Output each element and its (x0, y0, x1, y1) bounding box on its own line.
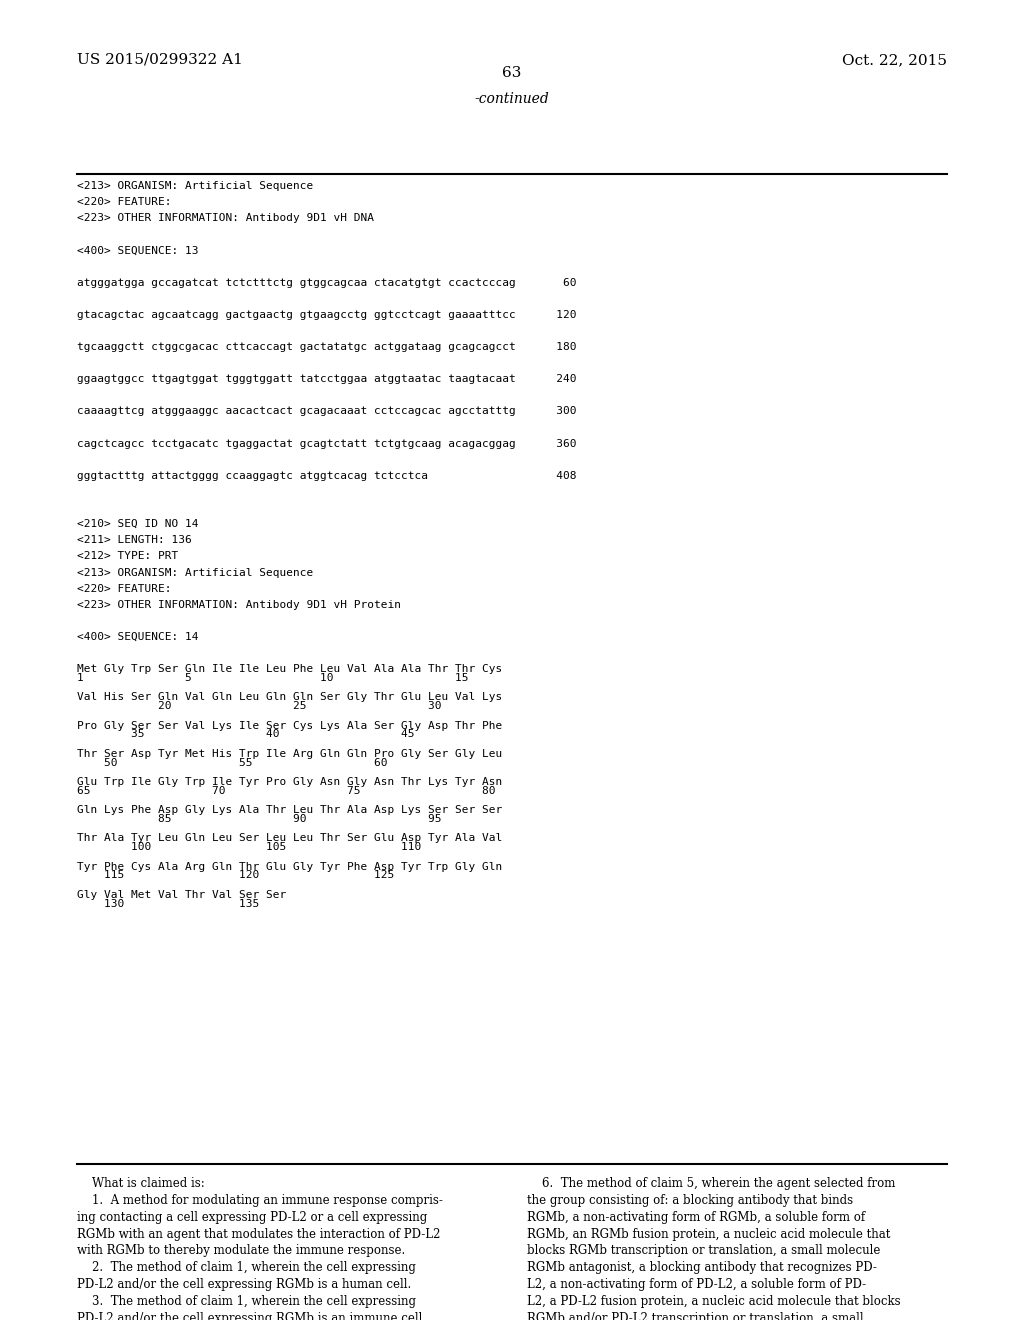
Text: RGMb antagonist, a blocking antibody that recognizes PD-: RGMb antagonist, a blocking antibody tha… (527, 1261, 878, 1274)
Text: Val His Ser Gln Val Gln Leu Gln Gln Ser Gly Thr Glu Leu Val Lys: Val His Ser Gln Val Gln Leu Gln Gln Ser … (77, 693, 502, 702)
Text: 130                 135: 130 135 (77, 899, 259, 908)
Text: 1               5                   10                  15: 1 5 10 15 (77, 673, 468, 682)
Text: 50                  55                  60: 50 55 60 (77, 758, 387, 768)
Text: Tyr Phe Cys Ala Arg Gln Thr Glu Gly Tyr Phe Asp Tyr Trp Gly Gln: Tyr Phe Cys Ala Arg Gln Thr Glu Gly Tyr … (77, 862, 502, 871)
Text: <400> SEQUENCE: 14: <400> SEQUENCE: 14 (77, 632, 199, 642)
Text: ggaagtggcc ttgagtggat tgggtggatt tatcctggaa atggtaatac taagtacaat      240: ggaagtggcc ttgagtggat tgggtggatt tatcctg… (77, 374, 577, 384)
Text: -continued: -continued (475, 92, 549, 107)
Text: US 2015/0299322 A1: US 2015/0299322 A1 (77, 53, 243, 67)
Text: <212> TYPE: PRT: <212> TYPE: PRT (77, 552, 178, 561)
Text: 1.  A method for modulating an immune response compris-: 1. A method for modulating an immune res… (77, 1195, 442, 1208)
Text: 3.  The method of claim 1, wherein the cell expressing: 3. The method of claim 1, wherein the ce… (77, 1295, 416, 1308)
Text: the group consisting of: a blocking antibody that binds: the group consisting of: a blocking anti… (527, 1195, 853, 1208)
Text: L2, a non-activating form of PD-L2, a soluble form of PD-: L2, a non-activating form of PD-L2, a so… (527, 1278, 866, 1291)
Text: with RGMb to thereby modulate the immune response.: with RGMb to thereby modulate the immune… (77, 1245, 406, 1258)
Text: blocks RGMb transcription or translation, a small molecule: blocks RGMb transcription or translation… (527, 1245, 881, 1258)
Text: caaaagttcg atgggaaggc aacactcact gcagacaaat cctccagcac agcctatttg      300: caaaagttcg atgggaaggc aacactcact gcagaca… (77, 407, 577, 416)
Text: L2, a PD-L2 fusion protein, a nucleic acid molecule that blocks: L2, a PD-L2 fusion protein, a nucleic ac… (527, 1295, 901, 1308)
Text: <400> SEQUENCE: 13: <400> SEQUENCE: 13 (77, 246, 199, 255)
Text: Gln Lys Phe Asp Gly Lys Ala Thr Leu Thr Ala Asp Lys Ser Ser Ser: Gln Lys Phe Asp Gly Lys Ala Thr Leu Thr … (77, 805, 502, 816)
Text: Thr Ala Tyr Leu Gln Leu Ser Leu Leu Thr Ser Glu Asp Tyr Ala Val: Thr Ala Tyr Leu Gln Leu Ser Leu Leu Thr … (77, 833, 502, 843)
Text: <220> FEATURE:: <220> FEATURE: (77, 583, 171, 594)
Text: RGMb, an RGMb fusion protein, a nucleic acid molecule that: RGMb, an RGMb fusion protein, a nucleic … (527, 1228, 891, 1241)
Text: Glu Trp Ile Gly Trp Ile Tyr Pro Gly Asn Gly Asn Thr Lys Tyr Asn: Glu Trp Ile Gly Trp Ile Tyr Pro Gly Asn … (77, 777, 502, 787)
Text: 20                  25                  30: 20 25 30 (77, 701, 441, 711)
Text: RGMb with an agent that modulates the interaction of PD-L2: RGMb with an agent that modulates the in… (77, 1228, 440, 1241)
Text: tgcaaggctt ctggcgacac cttcaccagt gactatatgc actggataag gcagcagcct      180: tgcaaggctt ctggcgacac cttcaccagt gactata… (77, 342, 577, 352)
Text: 6.  The method of claim 5, wherein the agent selected from: 6. The method of claim 5, wherein the ag… (527, 1177, 896, 1191)
Text: 63: 63 (503, 66, 521, 81)
Text: 35                  40                  45: 35 40 45 (77, 730, 415, 739)
Text: RGMb and/or PD-L2 transcription or translation, a small: RGMb and/or PD-L2 transcription or trans… (527, 1312, 864, 1320)
Text: Met Gly Trp Ser Gln Ile Ile Leu Phe Leu Val Ala Ala Thr Thr Cys: Met Gly Trp Ser Gln Ile Ile Leu Phe Leu … (77, 664, 502, 675)
Text: Pro Gly Ser Ser Val Lys Ile Ser Cys Lys Ala Ser Gly Asp Thr Phe: Pro Gly Ser Ser Val Lys Ile Ser Cys Lys … (77, 721, 502, 730)
Text: 85                  90                  95: 85 90 95 (77, 814, 441, 824)
Text: Thr Ser Asp Tyr Met His Trp Ile Arg Gln Gln Pro Gly Ser Gly Leu: Thr Ser Asp Tyr Met His Trp Ile Arg Gln … (77, 748, 502, 759)
Text: 2.  The method of claim 1, wherein the cell expressing: 2. The method of claim 1, wherein the ce… (77, 1261, 416, 1274)
Text: 115                 120                 125: 115 120 125 (77, 870, 394, 880)
Text: cagctcagcc tcctgacatc tgaggactat gcagtctatt tctgtgcaag acagacggag      360: cagctcagcc tcctgacatc tgaggactat gcagtct… (77, 438, 577, 449)
Text: PD-L2 and/or the cell expressing RGMb is a human cell.: PD-L2 and/or the cell expressing RGMb is… (77, 1278, 411, 1291)
Text: <213> ORGANISM: Artificial Sequence: <213> ORGANISM: Artificial Sequence (77, 181, 313, 191)
Text: Gly Val Met Val Thr Val Ser Ser: Gly Val Met Val Thr Val Ser Ser (77, 890, 286, 900)
Text: 65                  70                  75                  80: 65 70 75 80 (77, 785, 496, 796)
Text: <223> OTHER INFORMATION: Antibody 9D1 vH DNA: <223> OTHER INFORMATION: Antibody 9D1 vH… (77, 213, 374, 223)
Text: <220> FEATURE:: <220> FEATURE: (77, 197, 171, 207)
Text: gggtactttg attactgggg ccaaggagtc atggtcacag tctcctca                   408: gggtactttg attactgggg ccaaggagtc atggtca… (77, 471, 577, 480)
Text: <213> ORGANISM: Artificial Sequence: <213> ORGANISM: Artificial Sequence (77, 568, 313, 578)
Text: gtacagctac agcaatcagg gactgaactg gtgaagcctg ggtcctcagt gaaaatttcc      120: gtacagctac agcaatcagg gactgaactg gtgaagc… (77, 310, 577, 319)
Text: 100                 105                 110: 100 105 110 (77, 842, 421, 853)
Text: <223> OTHER INFORMATION: Antibody 9D1 vH Protein: <223> OTHER INFORMATION: Antibody 9D1 vH… (77, 599, 400, 610)
Text: atgggatgga gccagatcat tctctttctg gtggcagcaa ctacatgtgt ccactcccag       60: atgggatgga gccagatcat tctctttctg gtggcag… (77, 277, 577, 288)
Text: <210> SEQ ID NO 14: <210> SEQ ID NO 14 (77, 519, 199, 529)
Text: ing contacting a cell expressing PD-L2 or a cell expressing: ing contacting a cell expressing PD-L2 o… (77, 1210, 427, 1224)
Text: What is claimed is:: What is claimed is: (77, 1177, 205, 1191)
Text: PD-L2 and/or the cell expressing RGMb is an immune cell.: PD-L2 and/or the cell expressing RGMb is… (77, 1312, 426, 1320)
Text: Oct. 22, 2015: Oct. 22, 2015 (842, 53, 947, 67)
Text: <211> LENGTH: 136: <211> LENGTH: 136 (77, 536, 191, 545)
Text: RGMb, a non-activating form of RGMb, a soluble form of: RGMb, a non-activating form of RGMb, a s… (527, 1210, 865, 1224)
